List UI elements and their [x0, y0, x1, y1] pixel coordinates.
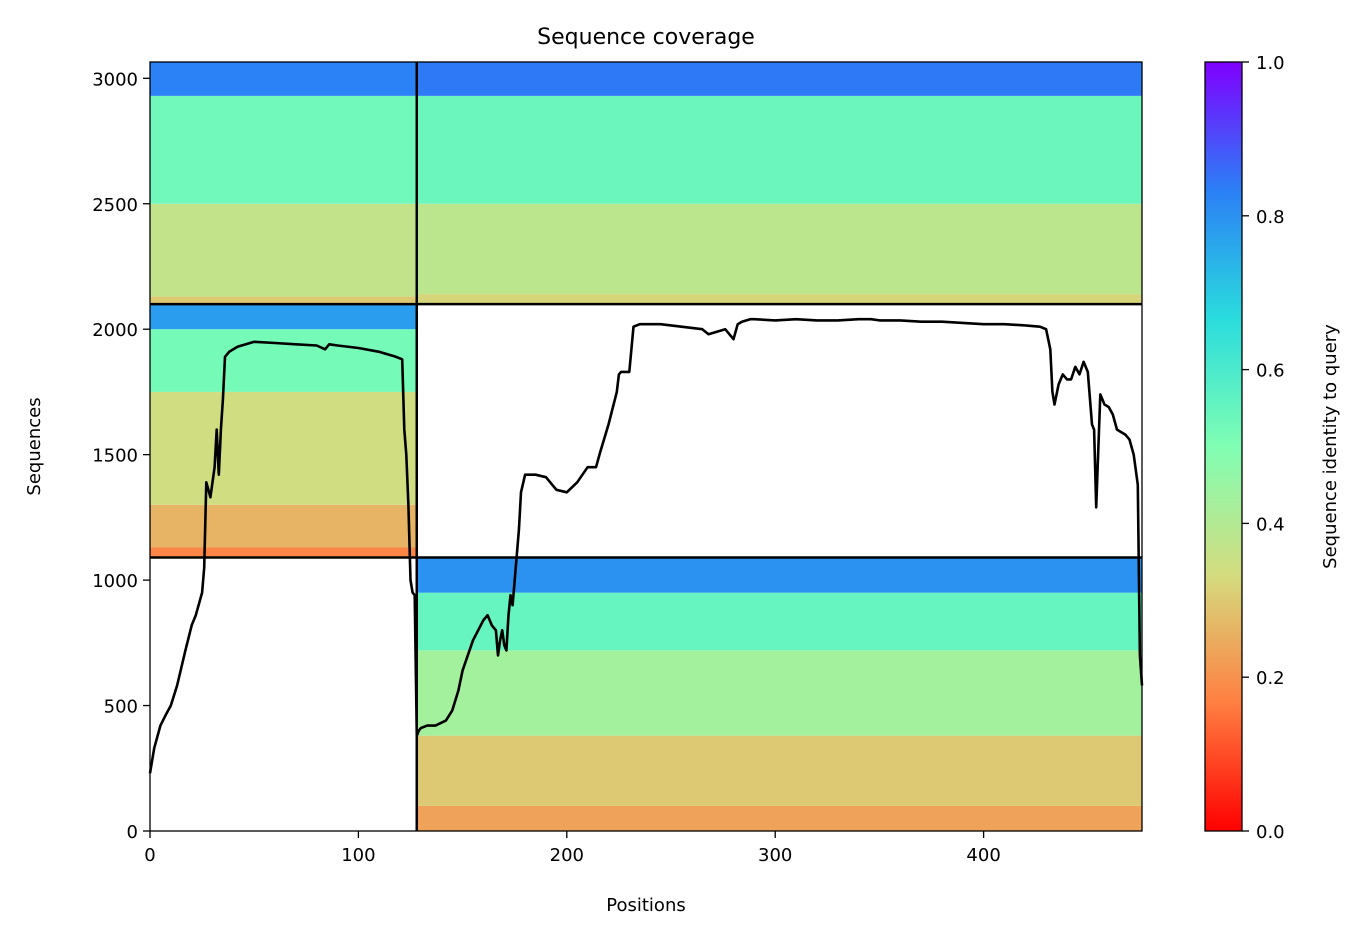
colorbar-gradient [1204, 61, 1243, 832]
heatmap-block [416, 557, 1142, 831]
heatmap-band [150, 203, 417, 297]
y-tick-label: 2500 [92, 195, 138, 216]
heatmap-block [416, 62, 1142, 305]
colorbar-tick-label: 0.0 [1256, 822, 1285, 843]
heatmap-band [416, 203, 1142, 295]
x-tick-label: 0 [144, 845, 155, 866]
y-tick-label: 2000 [92, 320, 138, 341]
y-tick-label: 500 [104, 697, 138, 718]
colorbar: 0.0 0.2 0.4 0.6 0.8 1.0 [1204, 53, 1285, 843]
heatmap-band [416, 557, 1142, 593]
heatmap-band [416, 294, 1142, 305]
coverage-line-layer [148, 317, 1144, 774]
y-tick-label: 1500 [92, 446, 138, 467]
colorbar-tick-label: 0.8 [1256, 207, 1285, 228]
colorbar-tick-label: 0.4 [1256, 514, 1285, 535]
axes: 0 100 200 300 400 0 500 1000 1500 2000 2500 3000 [92, 69, 1001, 866]
heatmap-band [150, 547, 417, 558]
y-axis-label: Sequences [24, 397, 45, 495]
heatmap-band [416, 650, 1142, 736]
x-axis-label: Positions [606, 895, 685, 916]
heatmap-band [150, 95, 417, 204]
heatmap-band [150, 304, 417, 330]
heatmap-band [150, 296, 417, 305]
heatmap-band [416, 735, 1142, 806]
heatmap-block [150, 304, 417, 558]
heatmap-band [416, 95, 1142, 204]
heatmap-band [150, 329, 417, 392]
plot-frame [149, 61, 1143, 832]
heatmap-band [416, 805, 1142, 831]
colorbar-tick-label: 0.2 [1256, 668, 1285, 689]
heatmap-band [150, 62, 417, 96]
x-tick-label: 400 [966, 845, 1000, 866]
x-tick-label: 300 [758, 845, 792, 866]
x-tick-label: 200 [550, 845, 584, 866]
colorbar-label: Sequence identity to query [1320, 324, 1341, 569]
chart-title: Sequence coverage [537, 25, 755, 50]
x-tick-label: 100 [341, 845, 375, 866]
colorbar-tick-label: 1.0 [1256, 53, 1285, 74]
y-tick-label: 3000 [92, 69, 138, 90]
heatmap-block [150, 62, 417, 305]
heatmap-layer [150, 62, 1142, 831]
heatmap-band [150, 504, 417, 548]
y-tick-label: 0 [127, 822, 138, 843]
heatmap-band [416, 62, 1142, 96]
coverage-line [148, 317, 1144, 774]
heatmap-band [150, 391, 417, 505]
colorbar-tick-label: 0.6 [1256, 361, 1285, 382]
heatmap-band [416, 592, 1142, 651]
y-tick-label: 1000 [92, 571, 138, 592]
